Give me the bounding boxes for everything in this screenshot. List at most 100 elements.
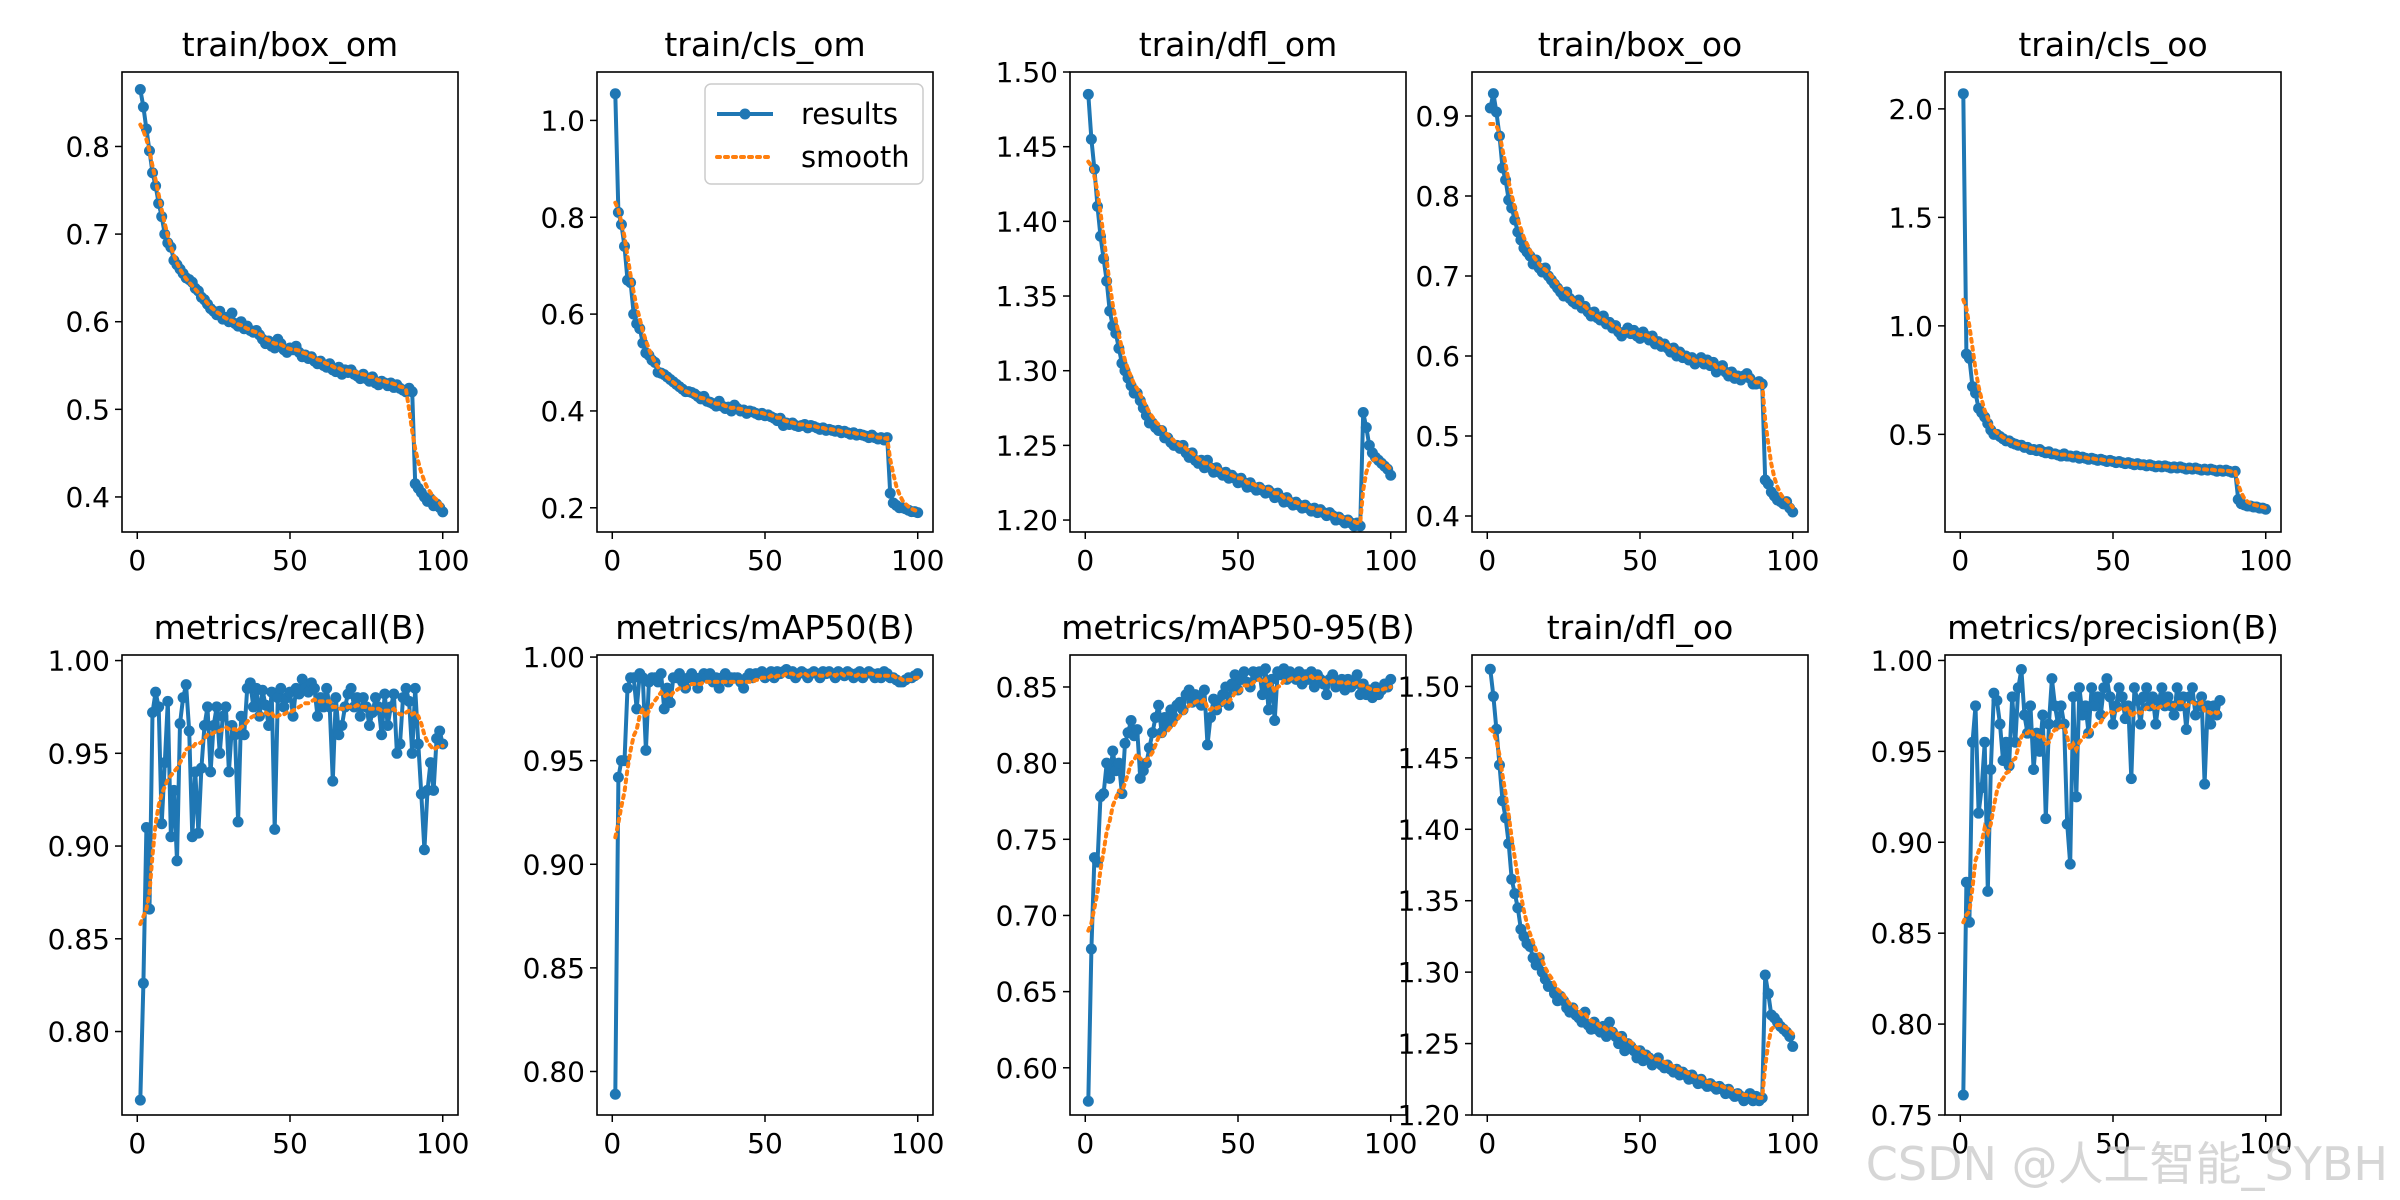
- results-point: [1238, 666, 1250, 678]
- x-tick-label: 50: [1622, 1127, 1658, 1160]
- results-point: [1082, 88, 1094, 100]
- plot-area: [134, 84, 449, 518]
- plot-area: [1957, 664, 2226, 1101]
- x-tick-label: 100: [891, 1127, 944, 1160]
- plot-area: [1484, 88, 1799, 518]
- y-tick-label: 1.45: [996, 131, 1058, 164]
- chart-title: train/box_om: [182, 25, 398, 64]
- results-point: [308, 682, 320, 694]
- results-point: [2168, 709, 2180, 721]
- results-point: [1957, 1089, 1969, 1101]
- results-point: [134, 84, 146, 96]
- results-point: [2186, 682, 2198, 694]
- results-point: [1512, 902, 1524, 914]
- results-point: [260, 699, 272, 711]
- results-point: [2012, 682, 2024, 694]
- results-point: [2214, 694, 2226, 706]
- chart-metrics-recall-b: metrics/recall(B) 0 50 100 0.80 0.85 0.90 0.95 1…: [48, 608, 470, 1160]
- y-tick-label: 0.8: [540, 201, 585, 234]
- results-point: [609, 1088, 621, 1100]
- results-point: [2034, 745, 2046, 757]
- results-point: [333, 729, 345, 741]
- results-point: [1256, 689, 1268, 701]
- results-point: [1107, 745, 1119, 757]
- axes-frame: [596, 71, 934, 533]
- results-point: [2128, 682, 2140, 694]
- results-point: [2134, 718, 2146, 730]
- y-tick-label: 0.95: [523, 745, 585, 778]
- y-tick-label: 0.8: [65, 130, 110, 163]
- results-point: [247, 701, 259, 713]
- results-point: [652, 676, 664, 688]
- results-point: [272, 692, 284, 704]
- y-tick-label: 0.80: [523, 1055, 585, 1088]
- results-point: [156, 818, 168, 830]
- results-point: [223, 766, 235, 778]
- results-point: [171, 855, 183, 867]
- results-point: [2101, 673, 2113, 685]
- results-point: [2183, 691, 2195, 703]
- results-point: [2070, 791, 2082, 803]
- results-point: [1487, 88, 1499, 100]
- results-point: [214, 747, 226, 759]
- results-point: [269, 823, 281, 835]
- results-point: [1125, 714, 1137, 726]
- y-tick-label: 1.25: [1398, 1028, 1460, 1061]
- results-point: [1201, 739, 1213, 751]
- results-point: [165, 831, 177, 843]
- results-point: [2006, 691, 2018, 703]
- results-point: [1385, 469, 1397, 481]
- results-point: [177, 692, 189, 704]
- results-point: [1506, 873, 1518, 885]
- y-tick-label: 1.40: [1398, 813, 1460, 846]
- results-point: [2046, 673, 2058, 685]
- results-point: [2180, 724, 2192, 736]
- results-point: [2040, 813, 2052, 825]
- x-tick-label: 0: [128, 1127, 146, 1160]
- y-tick-label: 1.40: [996, 205, 1058, 238]
- y-tick-label: 1.5: [1888, 201, 1933, 234]
- results-point: [1487, 690, 1499, 702]
- x-tick-label: 100: [1766, 544, 1819, 577]
- y-tick-label: 0.95: [1871, 735, 1933, 768]
- results-point: [235, 710, 247, 722]
- results-point: [1490, 106, 1502, 118]
- x-tick-label: 0: [128, 544, 146, 577]
- results-point: [2098, 682, 2110, 694]
- results-point: [357, 692, 369, 704]
- series-results-line: [613, 667, 919, 1095]
- chart-train-cls-om: train/cls_om 0 50 100 0.2 0.4 0.6 0.8 1.0 results…: [540, 25, 944, 577]
- series-smooth-line: [138, 697, 445, 926]
- results-point: [1168, 711, 1180, 723]
- plot-area: [134, 673, 449, 1106]
- results-point: [257, 684, 269, 696]
- y-tick-label: 1.35: [1398, 885, 1460, 918]
- chart-title: train/cls_om: [664, 25, 865, 64]
- results-point: [661, 682, 673, 694]
- results-point: [2199, 778, 2211, 790]
- x-tick-label: 0: [1478, 544, 1496, 577]
- x-tick-label: 0: [1951, 544, 1969, 577]
- results-point: [327, 775, 339, 787]
- results-point: [1985, 764, 1997, 776]
- x-tick-label: 50: [2095, 544, 2131, 577]
- plot-area: [1082, 663, 1397, 1107]
- results-point: [2205, 718, 2217, 730]
- x-tick-label: 50: [1220, 1127, 1256, 1160]
- results-point: [2037, 709, 2049, 721]
- results-point: [2138, 691, 2150, 703]
- results-point: [406, 747, 418, 759]
- results-point: [640, 744, 652, 756]
- axes-frame: [121, 654, 459, 1116]
- results-point: [1787, 506, 1799, 518]
- chart-title: metrics/precision(B): [1947, 608, 2279, 647]
- results-point: [1385, 673, 1397, 685]
- results-point: [1119, 737, 1131, 749]
- chart-title: train/cls_oo: [2018, 25, 2207, 64]
- results-point: [403, 695, 415, 707]
- results-point: [2086, 682, 2098, 694]
- results-point: [195, 762, 207, 774]
- series-results-line: [138, 677, 445, 1101]
- results-point: [2116, 691, 2128, 703]
- chart-metrics-map50-b: metrics/mAP50(B) 0 50 100 0.80 0.85 0.90 0.95 1.…: [523, 608, 945, 1160]
